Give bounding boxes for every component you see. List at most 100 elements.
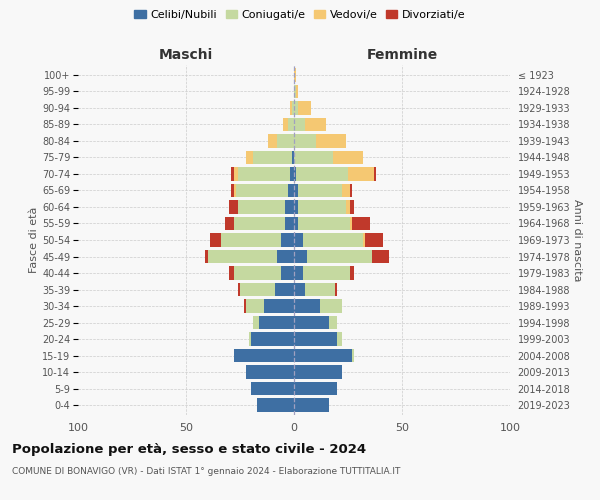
Bar <box>348 167 374 180</box>
Bar <box>283 118 287 131</box>
Bar <box>286 216 294 230</box>
Bar <box>277 134 294 147</box>
Bar <box>294 250 307 264</box>
Legend: Celibi/Nubili, Coniugati/e, Vedovi/e, Divorziati/e: Celibi/Nubili, Coniugati/e, Vedovi/e, Di… <box>130 6 470 25</box>
Bar <box>350 184 352 197</box>
Bar <box>337 332 341 346</box>
Bar <box>307 250 372 264</box>
Bar <box>281 266 294 280</box>
Bar <box>251 382 294 396</box>
Bar <box>335 283 337 296</box>
Bar <box>247 150 253 164</box>
Bar <box>302 266 350 280</box>
Bar <box>298 101 311 114</box>
Bar <box>210 233 221 247</box>
Bar <box>294 349 352 362</box>
Bar <box>294 134 316 147</box>
Y-axis label: Anni di nascita: Anni di nascita <box>572 198 581 281</box>
Bar <box>329 316 337 330</box>
Bar <box>298 184 341 197</box>
Bar <box>294 316 329 330</box>
Bar <box>253 316 259 330</box>
Bar <box>350 216 352 230</box>
Bar <box>257 398 294 412</box>
Bar <box>316 134 346 147</box>
Bar <box>305 283 335 296</box>
Bar <box>294 382 337 396</box>
Bar <box>296 167 348 180</box>
Bar <box>290 167 294 180</box>
Bar <box>333 150 363 164</box>
Bar <box>248 332 251 346</box>
Bar <box>294 398 329 412</box>
Bar <box>253 150 292 164</box>
Bar <box>244 300 247 313</box>
Bar <box>294 101 298 114</box>
Bar <box>294 150 333 164</box>
Bar <box>247 300 264 313</box>
Bar <box>363 233 365 247</box>
Bar <box>294 216 298 230</box>
Bar <box>294 184 298 197</box>
Bar <box>287 184 294 197</box>
Bar <box>232 167 233 180</box>
Bar <box>341 184 350 197</box>
Bar <box>247 366 294 379</box>
Bar <box>233 349 294 362</box>
Bar <box>294 233 302 247</box>
Bar <box>238 200 286 214</box>
Bar <box>372 250 389 264</box>
Bar <box>240 283 275 296</box>
Bar <box>292 101 294 114</box>
Bar <box>281 233 294 247</box>
Bar <box>251 332 294 346</box>
Bar <box>294 68 296 82</box>
Bar <box>294 84 296 98</box>
Bar <box>352 349 355 362</box>
Bar <box>294 200 298 214</box>
Bar <box>374 167 376 180</box>
Bar <box>292 150 294 164</box>
Bar <box>294 300 320 313</box>
Bar <box>294 283 305 296</box>
Bar <box>259 316 294 330</box>
Bar <box>238 283 240 296</box>
Bar <box>238 167 290 180</box>
Bar <box>346 200 350 214</box>
Bar <box>232 184 233 197</box>
Bar <box>236 184 287 197</box>
Bar <box>290 101 292 114</box>
Bar <box>298 216 350 230</box>
Bar <box>233 216 286 230</box>
Bar <box>225 216 233 230</box>
Bar <box>305 118 326 131</box>
Bar <box>221 233 281 247</box>
Bar <box>286 200 294 214</box>
Bar <box>352 216 370 230</box>
Bar <box>233 167 238 180</box>
Bar <box>208 250 277 264</box>
Bar <box>229 200 238 214</box>
Bar <box>294 266 302 280</box>
Bar <box>302 233 363 247</box>
Bar <box>350 266 355 280</box>
Bar <box>365 233 383 247</box>
Bar <box>233 184 236 197</box>
Bar <box>350 200 355 214</box>
Text: Maschi: Maschi <box>159 48 213 62</box>
Bar <box>277 250 294 264</box>
Bar <box>268 134 277 147</box>
Bar <box>205 250 208 264</box>
Bar <box>296 84 298 98</box>
Text: COMUNE DI BONAVIGO (VR) - Dati ISTAT 1° gennaio 2024 - Elaborazione TUTTITALIA.I: COMUNE DI BONAVIGO (VR) - Dati ISTAT 1° … <box>12 468 400 476</box>
Y-axis label: Fasce di età: Fasce di età <box>29 207 39 273</box>
Bar <box>294 118 305 131</box>
Bar <box>294 366 341 379</box>
Bar <box>294 167 296 180</box>
Bar <box>287 118 294 131</box>
Bar <box>233 266 281 280</box>
Bar <box>264 300 294 313</box>
Bar <box>229 266 233 280</box>
Text: Femmine: Femmine <box>367 48 437 62</box>
Bar <box>320 300 341 313</box>
